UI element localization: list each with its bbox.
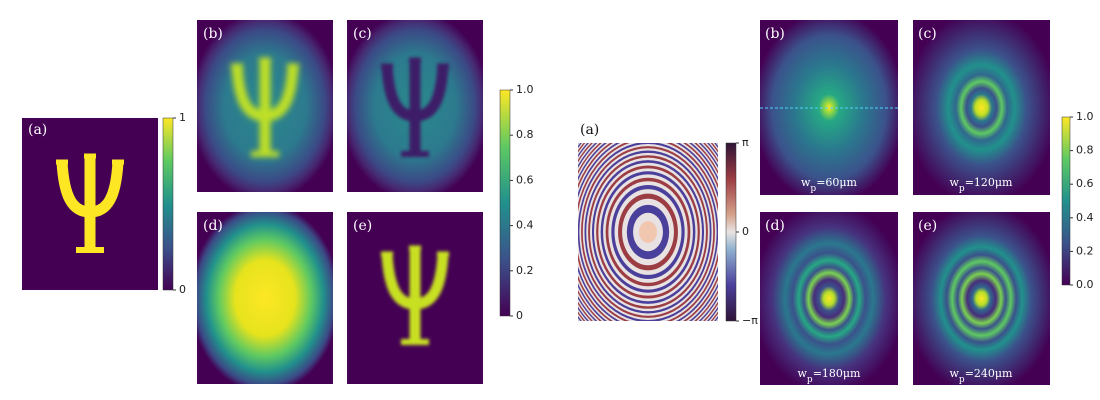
colorbar xyxy=(725,142,737,322)
left-figure: (a) (b) (c) (d) (e) xyxy=(22,20,483,384)
caption-subscript: p xyxy=(810,184,816,194)
caption-text: =180μm xyxy=(813,367,861,380)
colorbar xyxy=(499,89,511,317)
colorbar-tick-label: π xyxy=(742,136,749,149)
colorbar xyxy=(162,117,174,291)
panel-image xyxy=(760,212,898,385)
panel-image xyxy=(913,212,1050,385)
panel-label: (e) xyxy=(918,218,937,234)
panel-image xyxy=(913,20,1050,195)
colorbar-tick-label: 1.0 xyxy=(1076,110,1094,123)
colorbar-tick-label: 0.4 xyxy=(516,219,534,232)
phase-rings xyxy=(578,143,718,321)
caption-subscript: p xyxy=(807,375,813,385)
colorbar-tick-label: 0.6 xyxy=(1076,177,1094,190)
panel-image xyxy=(197,212,333,384)
colorbar-tick-label: 0.8 xyxy=(516,128,534,141)
caption-text: =240μm xyxy=(965,367,1013,380)
colorbar-tick-label: 0.8 xyxy=(1076,144,1094,157)
panel-label: (b) xyxy=(765,26,785,42)
caption: wp=240μm xyxy=(950,367,1014,385)
panel-label: (d) xyxy=(765,218,785,234)
caption: wp=60μm xyxy=(801,176,858,194)
panel-label: (b) xyxy=(203,26,223,42)
colorbar-tick-label: 0 xyxy=(179,283,186,296)
colorbar-tick-label: 0.0 xyxy=(1076,278,1094,291)
colorbar xyxy=(1061,116,1071,286)
panel-label: (a) xyxy=(28,122,47,138)
panel-label: (c) xyxy=(353,26,372,42)
right-figure: (a) (b) wp=60μm (c) wp=120μm (d) wp=180μ… xyxy=(578,20,1050,385)
colorbar-tick-label: 0.6 xyxy=(516,173,534,186)
caption: wp=180μm xyxy=(798,367,862,385)
caption-symbol: w xyxy=(801,176,811,189)
panel-label: (e) xyxy=(353,218,372,234)
colorbar-tick-label: 1.0 xyxy=(516,83,534,96)
caption: wp=120μm xyxy=(950,176,1014,194)
colorbars: 0 1 0 0.2 0.4 0.6 0.8 1.0 −π 0 π 0.0 0.2 0.4 0.6 0.8 1.0 xyxy=(162,83,1094,327)
colorbar-tick-label: 0.4 xyxy=(1076,211,1094,224)
caption-subscript: p xyxy=(959,184,965,194)
colorbar-tick-label: 0 xyxy=(742,225,749,238)
caption-symbol: w xyxy=(950,367,960,380)
caption-symbol: w xyxy=(798,367,808,380)
colorbar-tick-label: 1 xyxy=(179,111,186,124)
caption-text: =60μm xyxy=(816,176,857,189)
panel-label: (c) xyxy=(918,26,937,42)
colorbar-tick-label: 0.2 xyxy=(1076,244,1094,257)
panel-label: (a) xyxy=(580,122,599,138)
colorbar-tick-label: 0 xyxy=(516,309,523,322)
caption-subscript: p xyxy=(959,375,965,385)
panel-label: (d) xyxy=(203,218,223,234)
colorbar-tick-label: −π xyxy=(742,314,758,327)
colorbar-tick-label: 0.2 xyxy=(516,264,534,277)
caption-symbol: w xyxy=(950,176,960,189)
phase-core xyxy=(639,221,657,243)
caption-text: =120μm xyxy=(965,176,1013,189)
